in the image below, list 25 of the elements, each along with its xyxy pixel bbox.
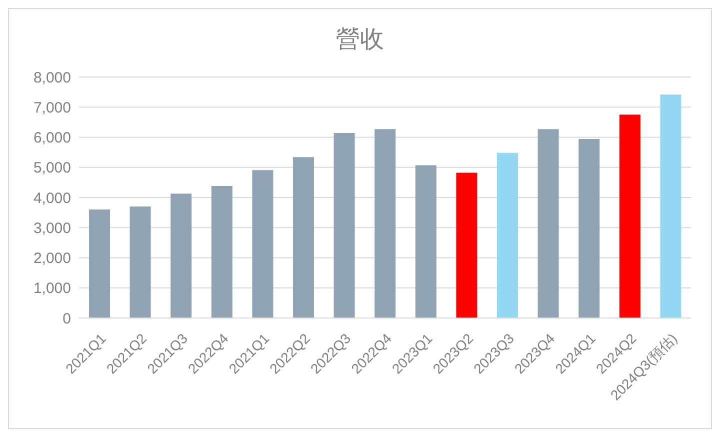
bar xyxy=(252,170,274,318)
y-tick-label: 2,000 xyxy=(33,250,71,268)
bar xyxy=(415,165,436,318)
y-tick-label: 3,000 xyxy=(33,220,71,237)
y-tick-label: 1,000 xyxy=(33,280,71,298)
y-tick-label: 7,000 xyxy=(33,99,71,116)
bar xyxy=(211,186,232,318)
bar xyxy=(334,133,355,318)
chart-title: 營收 xyxy=(335,25,385,55)
y-tick-label: 8,000 xyxy=(33,69,71,86)
y-tick-label: 4,000 xyxy=(33,190,71,207)
y-tick-label: 6,000 xyxy=(33,130,71,147)
bar xyxy=(538,129,559,318)
bar xyxy=(89,210,110,318)
bar xyxy=(374,129,396,318)
bar xyxy=(293,157,314,318)
bar xyxy=(497,152,518,318)
bar xyxy=(578,139,600,318)
bar xyxy=(619,114,640,318)
bar xyxy=(170,194,192,318)
y-tick-label: 0 xyxy=(62,310,71,328)
bar xyxy=(456,172,478,318)
y-tick-label: 5,000 xyxy=(33,160,71,177)
bar xyxy=(130,206,151,318)
bar xyxy=(660,94,682,318)
